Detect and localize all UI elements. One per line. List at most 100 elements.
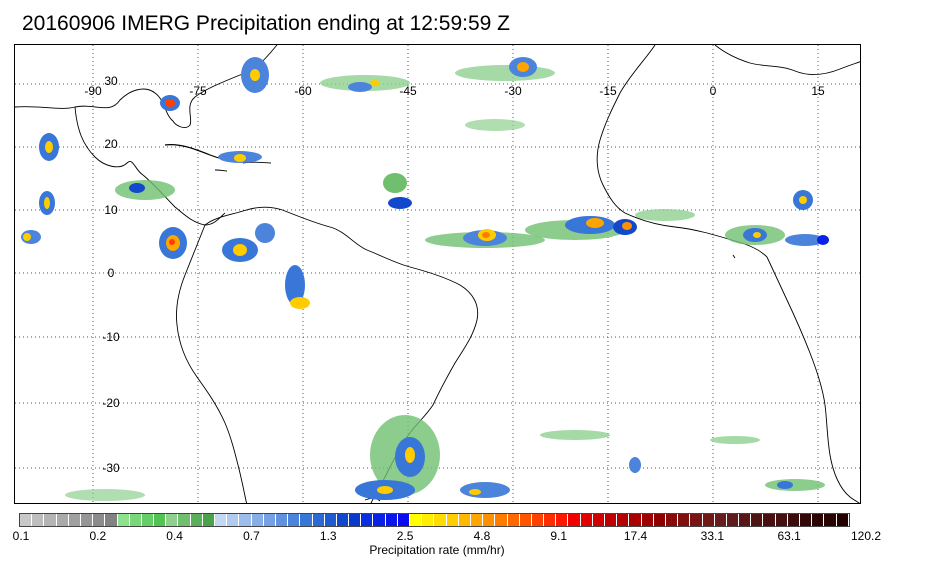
colorbar-cell <box>787 514 800 526</box>
colorbar-cell <box>93 514 106 526</box>
colorbar-cell <box>812 514 825 526</box>
colorbar-cell <box>385 514 398 526</box>
colorbar-cell <box>141 514 155 526</box>
colorbar-cell <box>80 514 94 526</box>
colorbar-cell <box>507 514 520 526</box>
colorbar-cell <box>215 514 228 526</box>
colorbar-cell <box>397 514 410 526</box>
coastlines <box>15 45 860 503</box>
colorbar-cell <box>178 514 191 526</box>
colorbar-cell <box>678 514 691 526</box>
lon-label: -90 <box>84 84 102 98</box>
map-gridlines <box>15 45 860 503</box>
colorbar-cell <box>239 514 252 526</box>
colorbar-cell <box>154 514 167 526</box>
lat-label: 10 <box>104 203 118 217</box>
lon-label: -45 <box>399 84 417 98</box>
colorbar-ticks: 0.1 0.2 0.4 0.7 1.3 2.5 4.8 9.1 17.4 33.1 63.1 120.… <box>0 529 944 545</box>
colorbar-cell <box>739 514 752 526</box>
precipitation-field <box>21 57 829 501</box>
colorbar-cell <box>32 514 45 526</box>
colorbar-cell <box>641 514 654 526</box>
colorbar-cell <box>117 514 130 526</box>
colorbar-cell <box>800 514 813 526</box>
colorbar-tick-label: 9.1 <box>550 529 568 543</box>
colorbar-cell <box>202 514 215 526</box>
colorbar-cell <box>714 514 727 526</box>
colorbar-cell <box>836 514 849 526</box>
lon-label: -75 <box>189 84 207 98</box>
colorbar-cell <box>20 514 33 526</box>
colorbar-cell <box>68 514 81 526</box>
colorbar-cell <box>166 514 179 526</box>
colorbar-cell <box>690 514 703 526</box>
colorbar-cell <box>336 514 350 526</box>
colorbar-cell <box>129 514 142 526</box>
colorbar-cell <box>56 514 69 526</box>
longitude-labels: -90 -75 -60 -45 -30 -15 0 15 <box>84 84 825 98</box>
colorbar-cell <box>470 514 484 526</box>
colorbar-tick-label: 0.4 <box>166 529 183 543</box>
colorbar-tick-label: 33.1 <box>700 529 725 543</box>
colorbar-cell <box>763 514 776 526</box>
colorbar-cell <box>434 514 447 526</box>
lat-label: -10 <box>102 330 120 344</box>
lat-label: 0 <box>108 266 115 280</box>
colorbar-cell <box>629 514 642 526</box>
colorbar-tick-label: 63.1 <box>777 529 801 543</box>
colorbar-cell <box>105 514 118 526</box>
colorbar-cell <box>422 514 435 526</box>
colorbar-cell <box>190 514 203 526</box>
lat-label: -30 <box>102 461 120 475</box>
lat-label: 30 <box>104 74 118 88</box>
colorbar-tick-label: 120.2 <box>850 529 882 543</box>
colorbar-tick-label: 2.5 <box>396 529 414 543</box>
latitude-labels: 30 20 10 0 -10 -20 -30 <box>102 74 120 475</box>
colorbar-cell <box>361 514 374 526</box>
colorbar-tick-label: 1.3 <box>319 529 337 543</box>
colorbar-cell <box>580 514 593 526</box>
lon-label: -60 <box>294 84 312 98</box>
colorbar <box>19 513 850 527</box>
colorbar-cell <box>665 514 679 526</box>
colorbar-cell <box>300 514 313 526</box>
lat-label: 20 <box>104 137 118 151</box>
colorbar-cell <box>653 514 666 526</box>
colorbar-tick-label: 0.1 <box>12 529 30 543</box>
colorbar-cell <box>275 514 289 526</box>
colorbar-cell <box>410 514 423 526</box>
colorbar-cell <box>775 514 788 526</box>
lat-label: -20 <box>102 396 120 410</box>
colorbar-cell <box>227 514 240 526</box>
colorbar-tick-label: 17.4 <box>623 529 648 543</box>
colorbar-cell <box>702 514 715 526</box>
colorbar-cell <box>592 514 605 526</box>
lon-label: 15 <box>811 84 825 98</box>
colorbar-label: Precipitation rate (mm/hr) <box>0 543 944 557</box>
colorbar-cell <box>556 514 569 526</box>
colorbar-tick-label: 4.8 <box>473 529 491 543</box>
colorbar-cell <box>324 514 337 526</box>
colorbar-tick-label: 0.7 <box>243 529 260 543</box>
lon-label: -15 <box>599 84 617 98</box>
colorbar-cell <box>544 514 557 526</box>
colorbar-cell <box>251 514 264 526</box>
colorbar-cell <box>495 514 508 526</box>
colorbar-cell <box>446 514 459 526</box>
lon-label: -30 <box>504 84 522 98</box>
colorbar-cell <box>519 514 532 526</box>
colorbar-cell <box>288 514 301 526</box>
colorbar-label-text: Precipitation rate (mm/hr) <box>369 543 505 557</box>
colorbar-cell <box>617 514 630 526</box>
colorbar-cell <box>531 514 545 526</box>
colorbar-cell <box>824 514 837 526</box>
colorbar-cell <box>483 514 496 526</box>
colorbar-cell <box>263 514 276 526</box>
page-title: 20160906 IMERG Precipitation ending at 1… <box>22 12 510 35</box>
colorbar-cell <box>726 514 740 526</box>
colorbar-cell <box>44 514 57 526</box>
colorbar-cell <box>312 514 325 526</box>
lon-label: 0 <box>710 84 717 98</box>
colorbar-cell <box>605 514 618 526</box>
colorbar-cell <box>568 514 581 526</box>
